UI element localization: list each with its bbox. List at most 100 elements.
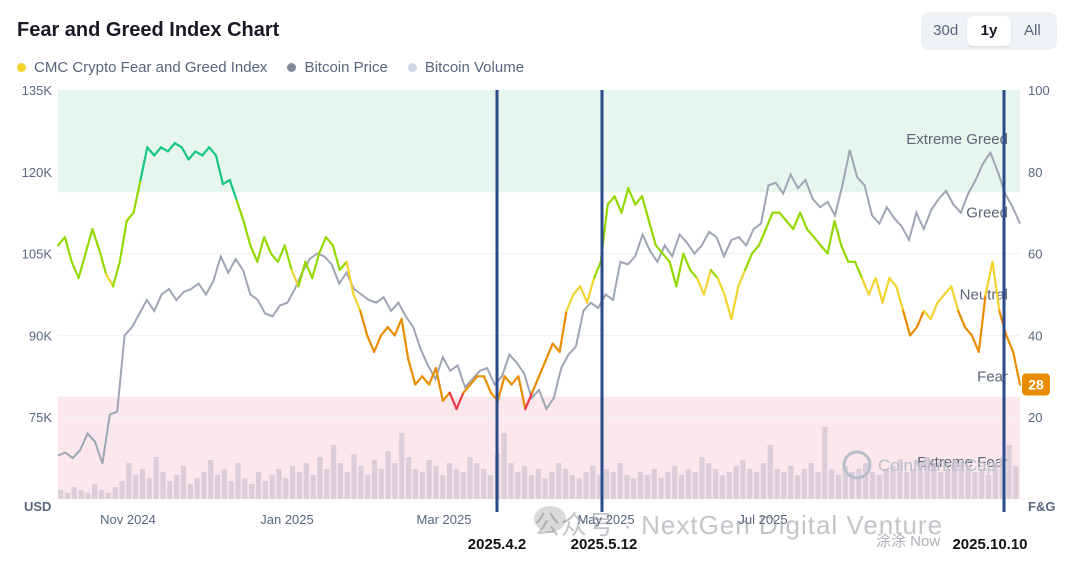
fear-greed-segment (558, 309, 568, 353)
volume-bar (951, 460, 958, 499)
y-right-tick-label: 40 (1028, 328, 1042, 343)
volume-bar (719, 475, 726, 499)
volume-bar (747, 469, 753, 499)
fear-greed-segment (991, 260, 1001, 312)
fear-greed-segment (716, 277, 726, 296)
y-right-axis-label: F&G (1028, 499, 1055, 514)
volume-bar (167, 481, 173, 499)
fear-greed-segment (118, 219, 128, 263)
volume-bar (453, 469, 460, 499)
fear-greed-segment (503, 375, 513, 386)
fear-greed-segment (860, 277, 870, 296)
fear-greed-segment (592, 260, 602, 280)
volume-bar (242, 478, 248, 499)
current-value-badge (1022, 373, 1050, 396)
volume-bar (392, 463, 398, 499)
fear-greed-segment (187, 150, 197, 161)
volume-bar (665, 472, 671, 499)
volume-bar (194, 478, 200, 499)
range-all-button[interactable]: All (1023, 22, 1041, 39)
fear-greed-segment (194, 150, 204, 157)
coinmarketcap-watermark: CoinMarketCap (878, 456, 996, 475)
volume-bar (712, 469, 719, 499)
fear-greed-segment (98, 248, 108, 276)
fear-greed-segment (888, 277, 898, 288)
fear-greed-segment (441, 391, 451, 402)
fear-greed-segment (792, 211, 802, 231)
fear-greed-segment (565, 293, 575, 312)
volume-bar (289, 466, 296, 499)
volume-bar (501, 433, 507, 499)
volume-bar (938, 472, 944, 499)
volume-bar (801, 469, 807, 499)
volume-bar (992, 463, 999, 499)
fear-greed-segment (709, 268, 719, 280)
fear-greed-segment (469, 375, 479, 386)
fear-greed-segment (345, 260, 355, 296)
fear-greed-segment (902, 309, 912, 337)
fear-greed-segment (950, 285, 960, 312)
volume-bar (351, 454, 357, 499)
fear-greed-segment (1011, 350, 1022, 386)
volume-bar (760, 463, 767, 499)
fear-greed-segment (208, 146, 218, 157)
range-30d-button[interactable]: 30d (933, 22, 959, 39)
volume-bar (249, 484, 255, 499)
volume-bar (310, 475, 316, 499)
x-tick-label: Nov 2024 (100, 512, 156, 527)
legend-dot-icon (287, 63, 297, 72)
volume-bar (474, 463, 480, 499)
fear-greed-segment (943, 285, 953, 296)
volume-bar (576, 478, 582, 499)
volume-bar (399, 433, 405, 499)
y-left-tick-label: 90K (29, 328, 52, 343)
fear-greed-segment (867, 277, 877, 296)
volume-bar (631, 478, 637, 499)
range-1y-button[interactable]: 1y (967, 16, 1011, 46)
volume-bar (324, 469, 330, 499)
volume-bar (1006, 445, 1012, 499)
volume-bar (678, 475, 685, 499)
fear-greed-segment (263, 236, 273, 255)
volume-bar (365, 475, 371, 499)
fear-greed-segment (647, 219, 657, 247)
fear-greed-segment (173, 142, 183, 149)
fear-greed-segment (798, 211, 809, 231)
fear-greed-segment (833, 219, 843, 247)
volume-bar (221, 469, 228, 499)
fear-greed-segment (1005, 334, 1015, 353)
volume-bar (637, 472, 644, 499)
legend-item-bitcoin-price[interactable]: Bitcoin Price (287, 59, 388, 76)
volume-bar (644, 475, 651, 499)
fear-greed-segment (881, 277, 891, 304)
fear-greed-segment (640, 195, 651, 222)
fear-greed-segment (111, 260, 121, 288)
fear-greed-segment (963, 326, 974, 337)
volume-bar (405, 457, 412, 499)
x-tick-label: Jul 2025 (738, 512, 787, 527)
fear-greed-segment (826, 219, 836, 255)
legend-item-bitcoin-volume[interactable]: Bitcoin Volume (407, 59, 524, 76)
fear-greed-segment (730, 285, 740, 321)
fear-greed-segment (352, 293, 362, 312)
chart-legend: CMC Crypto Fear and Greed Index Bitcoin … (17, 59, 524, 76)
volume-bar (610, 472, 616, 499)
wechat-icon (534, 506, 566, 532)
volume-bar (467, 457, 473, 499)
fear-greed-segment (400, 317, 410, 361)
legend-item-fear-greed[interactable]: CMC Crypto Fear and Greed Index (17, 59, 267, 76)
volume-bar (419, 472, 425, 499)
volume-bar (917, 463, 923, 499)
fear-greed-segment (668, 260, 678, 288)
volume-bar (371, 460, 378, 499)
fear-greed-segment (242, 219, 252, 247)
y-right-tick-label: 20 (1028, 410, 1042, 425)
fear-greed-segment (682, 252, 692, 272)
volume-bar (822, 427, 828, 499)
volume-bar (999, 457, 1005, 499)
volume-bar (603, 469, 610, 499)
volume-bar (235, 463, 241, 499)
fear-greed-segment (393, 317, 403, 337)
volume-bar (562, 469, 569, 499)
fear-greed-segment (256, 236, 266, 263)
